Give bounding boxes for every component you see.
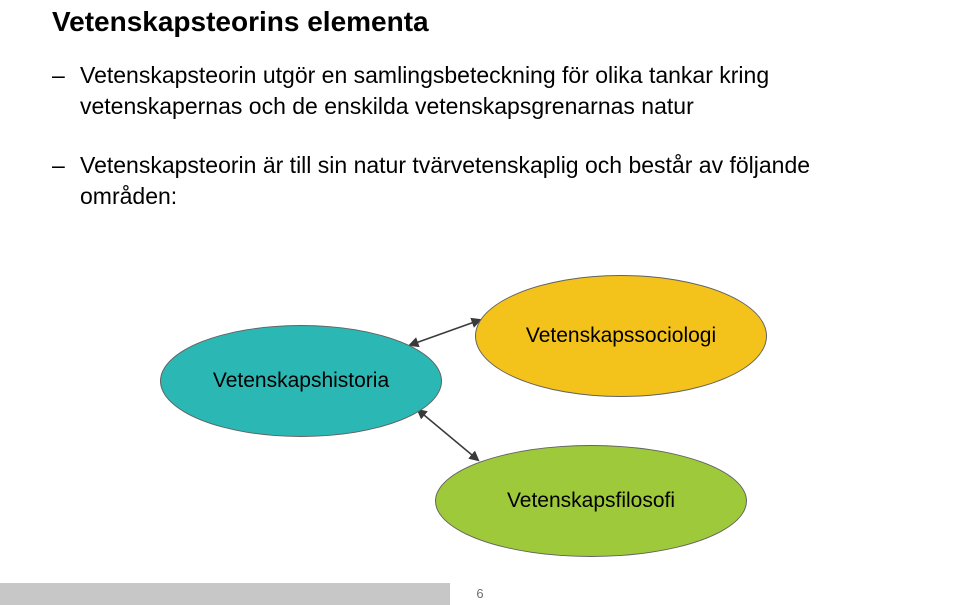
node-vetenskapshistoria: Vetenskapshistoria: [160, 325, 442, 437]
arrow-line: [418, 410, 478, 460]
node-vetenskapsfilosofi: Vetenskapsfilosofi: [435, 445, 747, 557]
bullet-item: – Vetenskapsteorin utgör en samlingsbete…: [52, 60, 872, 122]
bullet-dash: –: [52, 60, 80, 122]
node-label: Vetenskapshistoria: [213, 369, 389, 393]
bullet-item: – Vetenskapsteorin är till sin natur tvä…: [52, 150, 872, 212]
slide: Vetenskapsteorins elementa – Vetenskapst…: [0, 0, 960, 605]
node-label: Vetenskapsfilosofi: [507, 489, 675, 513]
bullet-text: Vetenskapsteorin är till sin natur tvärv…: [80, 150, 872, 212]
page-number: 6: [0, 586, 960, 601]
slide-title: Vetenskapsteorins elementa: [52, 6, 429, 38]
bullet-dash: –: [52, 150, 80, 212]
node-label: Vetenskapssociologi: [526, 324, 716, 348]
node-vetenskapssociologi: Vetenskapssociologi: [475, 275, 767, 397]
arrow-line: [410, 320, 480, 345]
bullet-list: – Vetenskapsteorin utgör en samlingsbete…: [52, 60, 872, 240]
bullet-text: Vetenskapsteorin utgör en samlingsbeteck…: [80, 60, 872, 122]
